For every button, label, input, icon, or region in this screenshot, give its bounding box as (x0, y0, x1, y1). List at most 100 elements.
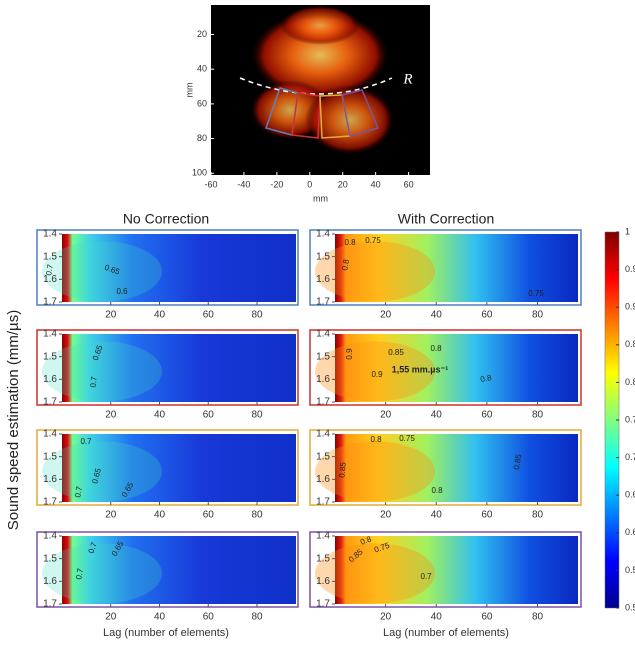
heat-shade (42, 543, 162, 604)
contour-label: 0.7 (73, 485, 84, 498)
dashed-arc (239, 77, 393, 95)
row-frame (309, 329, 582, 406)
heat-shade (42, 341, 162, 402)
x-tick-label: 40 (154, 310, 166, 321)
y-tick-label: 1.5 (316, 553, 330, 564)
y-tick-label: 1.6 (43, 576, 57, 587)
x-tick-label: 40 (154, 510, 166, 521)
y-tick-label: 1.7 (43, 397, 57, 408)
colorbar-tick-label: 0.65 (625, 490, 635, 500)
contour-label: 0.85 (337, 461, 347, 478)
x-tick-label: 60 (203, 612, 215, 623)
x-tick-label: -20 (270, 179, 283, 189)
heatmap (335, 234, 578, 302)
x-tick-label: 60 (481, 310, 493, 321)
y-tick-label: 1.4 (43, 531, 57, 542)
row-frame (36, 329, 299, 406)
contour-label: 0.75 (365, 236, 381, 245)
row-frame (36, 531, 299, 608)
heatmap (335, 334, 578, 402)
x-tick-label: 20 (380, 612, 392, 623)
y-tick-label: 1.7 (316, 497, 330, 508)
y-tick-label: 1.4 (43, 229, 57, 240)
contour-label: 0.8 (370, 435, 382, 444)
y-tick-label: 1.5 (43, 451, 57, 462)
heatmap (62, 234, 296, 302)
heatmap (62, 334, 296, 402)
colorbar-tick-label: 0.9 (625, 302, 635, 312)
contour-label: 0.6 (116, 287, 128, 296)
heat-shade (315, 543, 435, 604)
x-tick-label: 40 (371, 179, 381, 189)
contour-label: 0.8 (340, 258, 351, 271)
row-frame (309, 229, 582, 306)
y-tick-label: 1.5 (43, 351, 57, 362)
contour-label: 1,55 mm.µs⁻¹ (392, 364, 448, 374)
y-tick-label: 1.5 (316, 251, 330, 262)
x-tick-label: 80 (532, 310, 544, 321)
colorbar-tick-label: 0.55 (625, 565, 635, 575)
x-tick-label: 20 (105, 310, 117, 321)
x-tick-label: 80 (532, 612, 544, 623)
contour-label: 0.9 (345, 348, 354, 360)
x-tick-label: 40 (431, 310, 443, 321)
y-tick-label: 60 (197, 98, 207, 108)
colorbar-tick-label: 0.85 (625, 339, 635, 349)
heatmap (62, 434, 296, 502)
heat-shade (315, 441, 435, 502)
x-tick-label: 40 (431, 510, 443, 521)
contour-label: 0.7 (80, 437, 92, 446)
annotation: R (402, 71, 412, 87)
y-tick-label: 1.5 (43, 251, 57, 262)
y-tick-label: 1.4 (316, 229, 330, 240)
x-tick-label: 80 (251, 310, 263, 321)
contour-label: 0.75 (399, 434, 415, 443)
y-tick-label: 40 (197, 64, 207, 74)
y-tick-label: 1.7 (43, 599, 57, 610)
y-tick-label: 1.6 (316, 576, 330, 587)
echo (280, 5, 360, 45)
y-tick-label: 1.7 (316, 397, 330, 408)
colorbar-tick-label: 1 (625, 226, 630, 236)
colorbar-tick-label: 0.6 (625, 527, 635, 537)
x-axis-label: mm (313, 193, 328, 203)
contour-label: 0.8 (431, 486, 443, 495)
y-tick-label: 1.4 (43, 329, 57, 340)
row-frame (36, 429, 299, 506)
contour-label: 0.8 (359, 534, 373, 546)
x-tick-label: 60 (203, 310, 215, 321)
contour-label: 0.8 (344, 238, 356, 247)
x-tick-label: 80 (532, 510, 544, 521)
x-tick-label: 20 (338, 179, 348, 189)
ultrasound-panel (211, 5, 430, 175)
x-tick-label: 40 (431, 410, 443, 421)
y-tick-label: 1.6 (43, 374, 57, 385)
y-tick-label: 1.5 (316, 351, 330, 362)
x-axis-label: Lag (number of elements) (383, 627, 509, 639)
y-tick-label: 20 (197, 29, 207, 39)
x-tick-label: -60 (204, 179, 217, 189)
y-tick-label: 1.7 (316, 599, 330, 610)
y-tick-label: 1.6 (316, 474, 330, 485)
y-tick-label: 1.6 (316, 374, 330, 385)
y-tick-label: 1.5 (43, 553, 57, 564)
row-frame (36, 229, 299, 306)
x-tick-label: 40 (154, 410, 166, 421)
x-tick-label: 20 (380, 410, 392, 421)
colorbar-tick-label: 0.95 (625, 264, 635, 274)
y-tick-label: 80 (197, 133, 207, 143)
y-tick-label: 1.7 (43, 497, 57, 508)
x-tick-label: 80 (532, 410, 544, 421)
contour-label: 0.9 (371, 370, 383, 379)
x-tick-label: 20 (105, 410, 117, 421)
x-tick-label: 40 (154, 612, 166, 623)
column-title: No Correction (123, 211, 209, 227)
x-tick-label: 60 (203, 410, 215, 421)
x-tick-label: 20 (105, 510, 117, 521)
colorbar-tick-label: 0.7 (625, 452, 635, 462)
contour-label: 0.7 (44, 263, 55, 276)
contour-label: 0.65 (90, 467, 103, 485)
y-tick-label: 1.4 (316, 531, 330, 542)
x-tick-label: 60 (481, 612, 493, 623)
y-tick-label: 1.6 (43, 474, 57, 485)
